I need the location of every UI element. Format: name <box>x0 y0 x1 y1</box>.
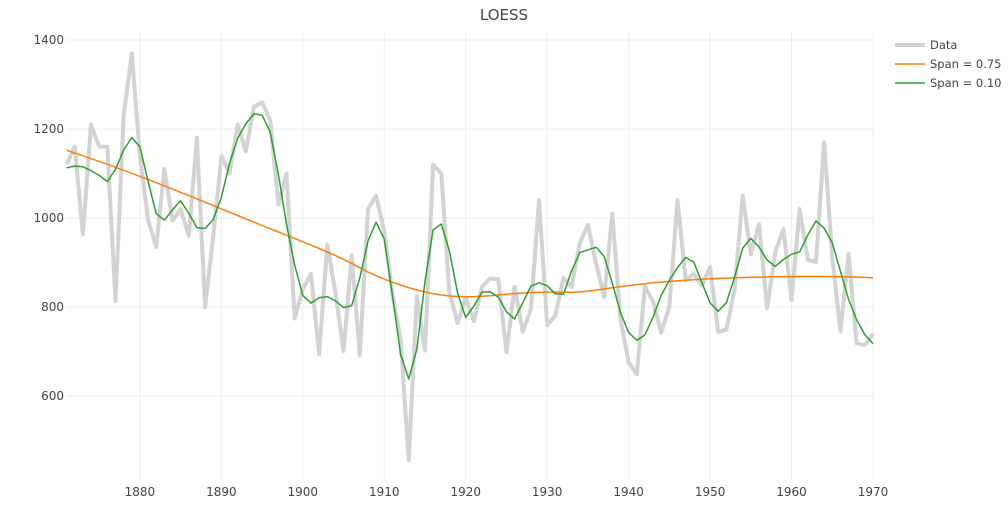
x-tick-label: 1920 <box>450 485 481 499</box>
y-tick-label: 800 <box>41 300 64 314</box>
y-axis-ticks: 600 800 1000 1200 1400 <box>33 33 64 403</box>
y-tick-label: 600 <box>41 389 64 403</box>
legend: Data Span = 0.75 Span = 0.10 <box>895 38 1002 90</box>
y-tick-label: 1200 <box>33 122 64 136</box>
x-tick-label: 1890 <box>206 485 237 499</box>
x-tick-label: 1900 <box>288 485 319 499</box>
y-tick-label: 1400 <box>33 33 64 47</box>
legend-label[interactable]: Data <box>930 38 957 52</box>
x-tick-label: 1910 <box>369 485 400 499</box>
x-tick-label: 1940 <box>613 485 644 499</box>
x-tick-label: 1930 <box>532 485 563 499</box>
x-tick-label: 1950 <box>695 485 726 499</box>
x-axis-ticks: 1880 1890 1900 1910 1920 1930 1940 1950 1960 1970 <box>125 485 889 499</box>
x-tick-label: 1880 <box>125 485 156 499</box>
chart-title: LOESS <box>480 6 528 24</box>
x-tick-label: 1960 <box>776 485 807 499</box>
grid <box>66 32 874 480</box>
series-line-0 <box>64 51 875 462</box>
series-line-2 <box>66 113 874 380</box>
legend-label[interactable]: Span = 0.75 <box>930 57 1002 71</box>
x-tick-label: 1970 <box>858 485 889 499</box>
y-tick-label: 1000 <box>33 211 64 225</box>
series-lines <box>64 51 875 462</box>
legend-label[interactable]: Span = 0.10 <box>930 76 1002 90</box>
series-line-1 <box>66 149 874 298</box>
